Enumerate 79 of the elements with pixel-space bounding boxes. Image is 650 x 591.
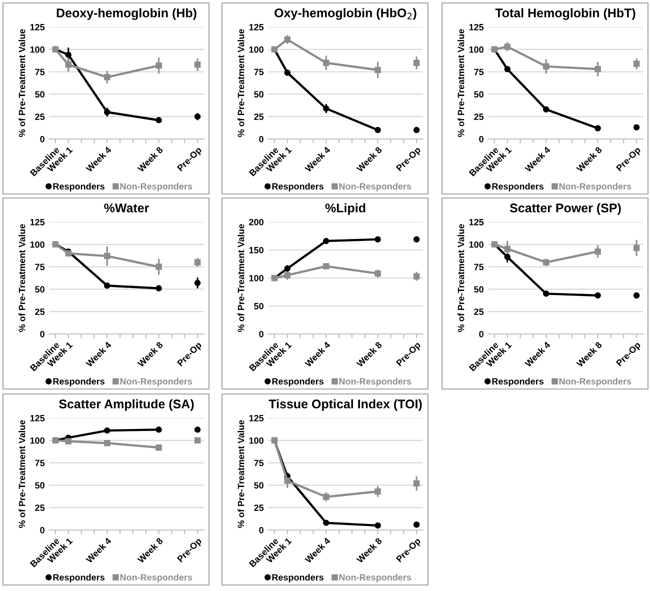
legend-label: Responders <box>492 182 544 192</box>
y-tick-label: 0 <box>40 330 44 338</box>
y-tick-label: 50 <box>254 482 264 489</box>
y-tick-label: 150 <box>249 246 264 254</box>
legend-label: Non-Responders <box>339 378 412 386</box>
legend-label: Non-Responders <box>339 574 412 582</box>
y-tick-label: 100 <box>249 46 264 53</box>
legend-label: Responders <box>53 378 104 386</box>
chart-title: Deoxy-hemoglobin (Hb) <box>56 8 196 20</box>
y-tick-label: 50 <box>254 91 264 98</box>
y-tick-label: 100 <box>249 274 264 282</box>
legend-label: Responders <box>53 574 104 582</box>
y-tick-label: 75 <box>254 460 264 466</box>
y-tick-label: 25 <box>35 504 45 511</box>
legend-label: Non-Responders <box>120 378 192 386</box>
y-tick-label: 50 <box>254 302 264 310</box>
legend-label: Responders <box>272 574 324 582</box>
y-tick-label: 100 <box>469 46 484 53</box>
y-tick-label: 0 <box>479 330 484 338</box>
y-tick-label: 50 <box>474 91 484 98</box>
y-tick-label: 125 <box>30 24 45 30</box>
y-axis-title: % of Pre-Treatment Value <box>18 224 26 332</box>
y-tick-label: 50 <box>35 286 44 293</box>
y-tick-label: 0 <box>40 526 44 534</box>
y-tick-label: 25 <box>474 308 484 315</box>
chart-title: Tissue Optical Index (TOI) <box>268 399 422 411</box>
y-axis-title: % of Pre-Treatment Value <box>238 224 244 332</box>
y-tick-label: 25 <box>35 308 45 315</box>
y-tick-label: 100 <box>469 241 484 248</box>
chart-title: %Lipid <box>325 203 366 215</box>
y-tick-label: 25 <box>35 114 45 120</box>
y-tick-label: 75 <box>254 68 264 76</box>
y-axis-title: % of Pre-Treatment Value <box>18 29 26 137</box>
chart-title: Scatter Amplitude (SA) <box>59 399 194 411</box>
y-axis-title: % of Pre-Treatment Value <box>238 29 244 137</box>
y-tick-label: 125 <box>249 24 264 30</box>
legend-label: Responders <box>53 182 104 192</box>
y-axis-title: % of Pre-Treatment Value <box>238 420 244 528</box>
y-tick-label: 25 <box>254 504 264 511</box>
y-tick-label: 200 <box>249 218 264 226</box>
legend-label: Non-Responders <box>339 182 412 192</box>
y-tick-label: 100 <box>30 241 44 248</box>
y-tick-label: 50 <box>474 286 484 293</box>
y-tick-label: 100 <box>249 437 264 444</box>
y-tick-label: 25 <box>254 114 264 120</box>
y-tick-label: 50 <box>35 482 44 489</box>
y-tick-label: 125 <box>30 218 45 226</box>
y-tick-label: 75 <box>35 68 45 76</box>
legend-label: Responders <box>272 378 324 386</box>
legend-label: Non-Responders <box>559 378 632 386</box>
y-tick-label: 125 <box>469 218 484 226</box>
chart-title: Total Hemoglobin (HbT) <box>495 8 636 20</box>
chart-title: Scatter Power (SP) <box>510 203 621 215</box>
y-tick-label: 75 <box>35 264 45 270</box>
y-tick-label: 25 <box>474 114 484 120</box>
y-tick-label: 75 <box>474 68 484 76</box>
y-tick-label: 125 <box>469 24 484 30</box>
y-tick-label: 125 <box>30 414 45 422</box>
chart-title: %Water <box>104 204 149 212</box>
legend-label: Responders <box>492 378 544 386</box>
y-tick-label: 0 <box>479 136 484 142</box>
legend-label: Responders <box>272 182 324 192</box>
y-tick-label: 0 <box>259 136 264 142</box>
y-tick-label: 0 <box>259 330 264 338</box>
y-tick-label: 50 <box>35 91 44 98</box>
y-tick-label: 0 <box>40 136 44 142</box>
y-axis-title: % of Pre-Treatment Value <box>458 29 464 137</box>
y-axis-title: % of Pre-Treatment Value <box>18 420 26 528</box>
y-tick-label: 75 <box>35 460 45 466</box>
y-tick-label: 100 <box>30 46 44 53</box>
y-axis-title: % of Pre-Treatment Value <box>458 224 464 332</box>
y-tick-label: 100 <box>30 437 44 444</box>
legend-label: Non-Responders <box>559 182 632 192</box>
y-tick-label: 0 <box>259 526 264 534</box>
legend-label: Non-Responders <box>120 574 192 582</box>
y-tick-label: 75 <box>474 264 484 270</box>
y-tick-label: 125 <box>249 414 264 422</box>
chart-title: Oxy-hemoglobin (HbO$_{2}$) <box>274 8 416 20</box>
legend-label: Non-Responders <box>120 182 192 192</box>
